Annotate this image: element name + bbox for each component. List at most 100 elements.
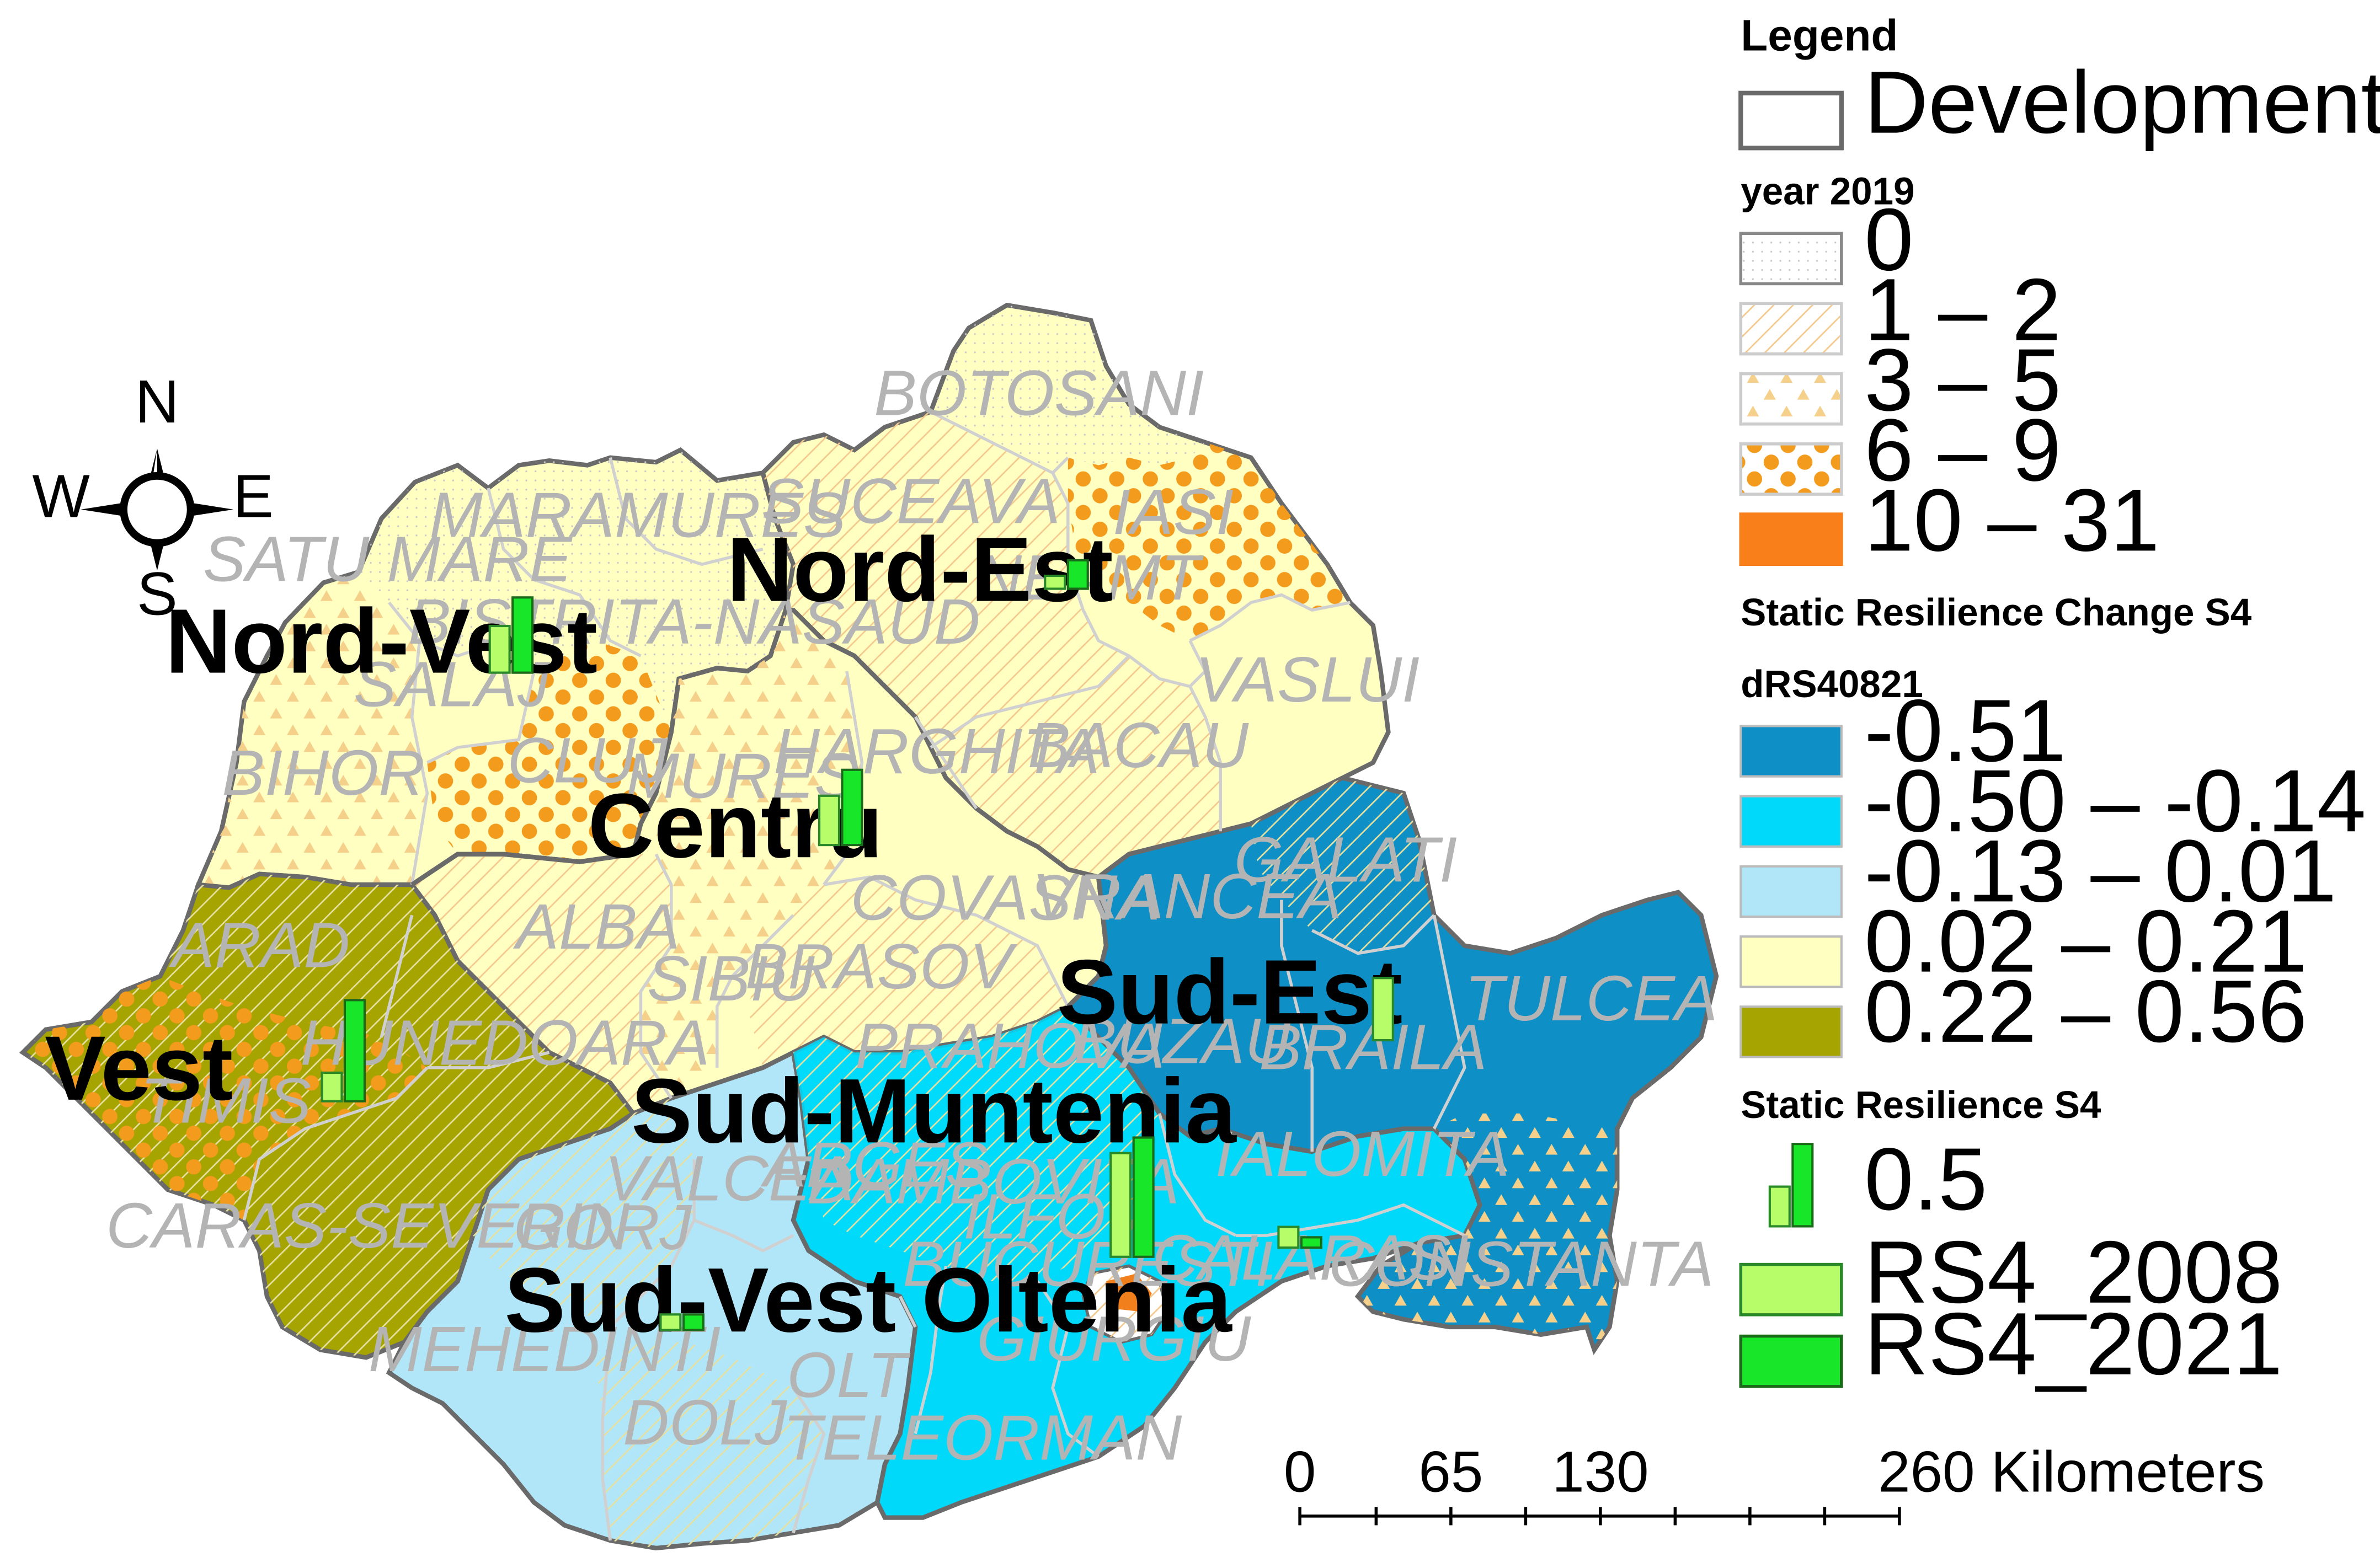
region-label-vest: Vest xyxy=(45,1018,233,1120)
county-label-botosani: BOTOSANI xyxy=(874,357,1204,429)
compass-north-label: N xyxy=(135,368,179,436)
county-label-bucuresti: BUCURESTI xyxy=(903,1228,1273,1299)
legend-resilience-bar-2021 xyxy=(1791,1143,1814,1228)
region-borders xyxy=(410,731,1109,1009)
scale-tick-65: 65 xyxy=(1418,1440,1483,1505)
compass-west-label: W xyxy=(32,463,90,531)
legend-year-label-0: 0 xyxy=(1864,190,1913,289)
legend-resilience-bar-2008 xyxy=(1768,1185,1791,1228)
legend-year-swatch-2 xyxy=(1739,372,1843,426)
legend-change-label-1: -0.50 – -0.14 xyxy=(1864,751,2366,850)
county-label-valcea: VALCEA xyxy=(605,1142,854,1214)
legend-change-swatch-1 xyxy=(1739,795,1843,848)
scale-tick-0: 0 xyxy=(1284,1440,1316,1505)
county-label-vrancea: VRANCEA xyxy=(1032,860,1342,932)
county-label-iasi: IASI xyxy=(1113,476,1234,548)
county-label-cluj: CLUJ xyxy=(507,725,668,796)
scale-tick-260: 260 Kilometers xyxy=(1878,1440,2265,1505)
legend-year-swatch-0 xyxy=(1739,232,1843,286)
county-label-hunedoara: HUNEDOARA xyxy=(300,1007,709,1078)
compass-south-label: S xyxy=(137,560,178,628)
region-labels: Nord-Vest Nord-Est Centru Vest Sud-Est S… xyxy=(45,519,1402,1352)
bar-sud-vest-oltenia-rs4-2021 xyxy=(682,1313,705,1331)
legend-year-swatch-1 xyxy=(1739,302,1843,356)
county-label-dolj: DOLJ xyxy=(623,1387,787,1458)
county-label-maramures: MARAMURES xyxy=(429,479,846,551)
legend-change-title: Static Resilience Change S4 xyxy=(1741,591,2251,634)
bar-centru-rs4-2008 xyxy=(818,794,841,847)
legend-change-field: dRS40821 xyxy=(1741,662,1923,705)
county-label-calarasi: CALARASI xyxy=(1152,1222,1469,1293)
county-label-sibiu: SIBIU xyxy=(647,943,815,1014)
legend-series-swatch-2021 xyxy=(1739,1334,1843,1388)
county-label-harghita: HARGHITA xyxy=(773,715,1100,787)
legend-title: Legend xyxy=(1741,10,1898,60)
county-label-bihor: BIHOR xyxy=(222,737,425,809)
legend-change-swatch-2 xyxy=(1739,865,1843,918)
county-label-ialomita: IALOMITA xyxy=(1215,1118,1509,1190)
bar-calarasi-rs4-2021 xyxy=(1300,1236,1322,1249)
legend-label-regions: Development Regions xyxy=(1864,53,2380,152)
legend-year-label-3: 6 – 9 xyxy=(1864,400,2061,499)
bar-nord-vest-rs4-2008 xyxy=(488,624,511,674)
county-label-prahova: PRAHOVA xyxy=(855,1010,1165,1082)
county-label-buzau: BUZAU xyxy=(1074,1005,1292,1077)
county-label-satu-mare: SATU MARE xyxy=(203,523,573,595)
legend-resilience-title: Static Resilience S4 xyxy=(1741,1083,2101,1126)
region-label-nord-est: Nord-Est xyxy=(727,519,1113,621)
county-label-brasov: BRASOV xyxy=(745,930,1018,1002)
legend-year-title: year 2019 xyxy=(1741,170,1914,213)
legend-series-label-2008: RS4_2008 xyxy=(1864,1223,2282,1321)
legend-change-label-4: 0.22 – 0.56 xyxy=(1864,962,2307,1061)
bar-vest-rs4-2008 xyxy=(321,1071,343,1103)
legend-series-swatch-2008 xyxy=(1739,1262,1843,1317)
county-label-bacau: BACAU xyxy=(1028,709,1249,781)
bar-centru-rs4-2021 xyxy=(841,768,863,847)
county-label-alba: ALBA xyxy=(513,891,680,962)
legend-change-swatches xyxy=(1739,725,1843,1058)
county-label-neamt: NEAMT xyxy=(976,542,1204,613)
resilience-bars xyxy=(321,559,1394,1331)
county-borders xyxy=(242,410,1466,1541)
legend-year-swatch-4 xyxy=(1739,512,1843,566)
scale-bar: 0 65 130 260 Kilometers xyxy=(1284,1440,2265,1526)
bar-sud-muntenia-rs4-2021 xyxy=(1132,1136,1155,1258)
county-label-tulcea: TULCEA xyxy=(1465,962,1717,1034)
region-label-sud-vest-oltenia: Sud-Vest Oltenia xyxy=(504,1249,1232,1351)
county-label-caras-severin: CARAS-SEVERIN xyxy=(106,1190,629,1261)
legend-series-label-2021: RS4_2021 xyxy=(1864,1294,2282,1393)
county-label-constanta: CONSTANTA xyxy=(1328,1228,1714,1299)
legend-change-swatch-4 xyxy=(1739,1005,1843,1058)
legend-change-label-2: -0.13 – 0.01 xyxy=(1864,821,2336,920)
bar-nord-est-rs4-2021 xyxy=(1066,559,1089,590)
compass-east-label: E xyxy=(233,463,274,531)
bar-nord-vest-rs4-2021 xyxy=(511,596,534,674)
county-label-giurgiu: GIURGIU xyxy=(976,1303,1251,1374)
legend-change-swatch-0 xyxy=(1739,725,1843,778)
legend-change-label-0: -0.51 xyxy=(1864,681,2066,780)
county-label-galati: GALATI xyxy=(1234,823,1457,895)
legend-swatch-regions xyxy=(1738,90,1844,151)
legend-change-swatch-3 xyxy=(1739,935,1843,988)
compass-rose: N S W E xyxy=(32,368,274,628)
legend-year-swatch-3 xyxy=(1739,442,1843,496)
county-label-covasna: COVASNA xyxy=(851,862,1160,934)
county-label-teleorman: TELEORMAN xyxy=(783,1402,1182,1474)
bar-vest-rs4-2021 xyxy=(343,999,366,1103)
legend-year-swatches xyxy=(1739,232,1843,566)
bar-nord-est-rs4-2008 xyxy=(1044,574,1066,590)
legend-resilience-value: 0.5 xyxy=(1864,1130,1987,1228)
legend-year-label-4: 10 – 31 xyxy=(1864,470,2159,569)
county-label-olt: OLT xyxy=(787,1339,910,1411)
county-label-gorj: GORJ xyxy=(514,1191,692,1263)
county-label-suceava: SUCEAVA xyxy=(761,465,1060,537)
legend-year-label-1: 1 – 2 xyxy=(1864,260,2061,359)
bar-calarasi-rs4-2008 xyxy=(1277,1225,1300,1249)
region-label-sud-est: Sud-Est xyxy=(1057,941,1403,1043)
region-areas xyxy=(19,302,1719,1551)
legend: Legend Development Regions year 2019 0 1… xyxy=(1738,10,2380,1393)
bar-sud-est-rs4-2008 xyxy=(1372,977,1394,1042)
county-label-arges: ARGES xyxy=(760,1129,988,1201)
county-label-vaslui: VASLUI xyxy=(1196,644,1420,715)
bar-sud-muntenia-rs4-2008 xyxy=(1109,1152,1132,1258)
